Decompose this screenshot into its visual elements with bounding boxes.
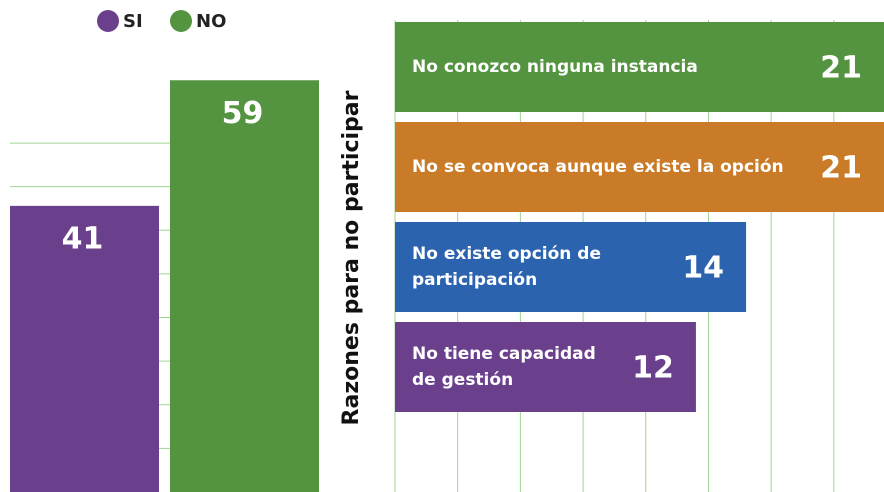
bar bbox=[395, 322, 696, 412]
bar bbox=[170, 80, 319, 492]
category-label: No tiene capacidad de gestión bbox=[412, 344, 596, 390]
category-label: No se convoca aunque existe la opción bbox=[412, 157, 784, 177]
legend-swatch bbox=[97, 10, 119, 32]
value-label: 12 bbox=[632, 351, 674, 386]
bar bbox=[395, 222, 747, 312]
bar bbox=[395, 22, 884, 112]
value-label: 59 bbox=[222, 96, 264, 131]
category-label: No conozco ninguna instancia bbox=[412, 57, 698, 77]
bar bbox=[395, 122, 884, 212]
y-axis-label: Razones para no participar bbox=[339, 90, 364, 425]
value-label: 41 bbox=[62, 221, 104, 256]
legend-label: NO bbox=[196, 11, 226, 32]
legend-swatch bbox=[170, 10, 192, 32]
value-label: 21 bbox=[820, 151, 862, 186]
category-label: No existe opción de participación bbox=[412, 244, 601, 290]
bar bbox=[10, 205, 159, 492]
value-label: 21 bbox=[820, 51, 862, 86]
legend-label: SI bbox=[123, 11, 143, 32]
value-label: 14 bbox=[682, 251, 724, 286]
